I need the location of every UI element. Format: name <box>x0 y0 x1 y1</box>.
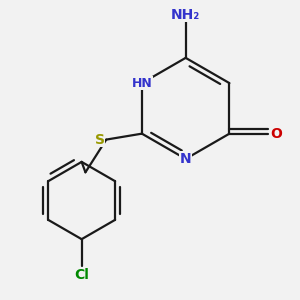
Text: HN: HN <box>131 76 152 90</box>
Text: Cl: Cl <box>74 268 89 282</box>
Text: NH₂: NH₂ <box>171 8 200 22</box>
Text: N: N <box>180 152 191 166</box>
Text: S: S <box>95 133 105 147</box>
Text: O: O <box>270 127 282 141</box>
